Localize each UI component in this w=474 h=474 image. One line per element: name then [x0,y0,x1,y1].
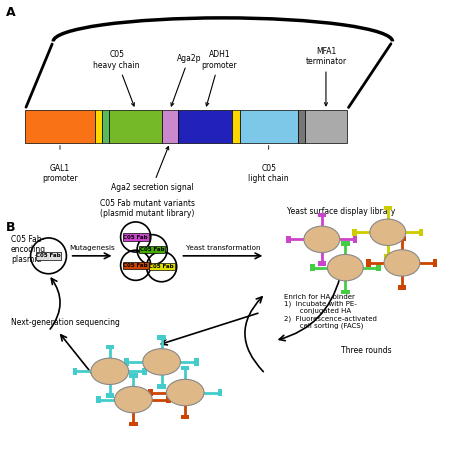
FancyBboxPatch shape [129,373,137,377]
FancyBboxPatch shape [318,213,326,217]
Text: Mutagenesis: Mutagenesis [70,245,115,251]
FancyBboxPatch shape [353,236,357,243]
FancyBboxPatch shape [232,110,240,143]
Text: C05 Fab: C05 Fab [149,264,174,269]
Text: Aga2 secretion signal: Aga2 secretion signal [111,146,193,192]
FancyBboxPatch shape [352,228,357,236]
Text: GAL1
promoter: GAL1 promoter [42,164,78,183]
FancyBboxPatch shape [383,206,392,210]
FancyBboxPatch shape [157,335,166,340]
FancyBboxPatch shape [109,110,162,143]
Text: C05
light chain: C05 light chain [248,164,289,183]
Text: Yeast surface display library: Yeast surface display library [287,207,395,216]
Text: MFA1
terminator: MFA1 terminator [305,47,346,106]
FancyBboxPatch shape [162,110,178,143]
Text: C05 Fab-
encoding
plasmid: C05 Fab- encoding plasmid [11,235,46,264]
FancyBboxPatch shape [433,259,438,267]
Ellipse shape [370,219,406,246]
FancyBboxPatch shape [129,422,137,426]
FancyBboxPatch shape [341,241,350,246]
FancyBboxPatch shape [123,233,149,241]
FancyBboxPatch shape [240,110,298,143]
Text: Next-generation sequencing: Next-generation sequencing [11,318,120,327]
FancyBboxPatch shape [166,396,171,403]
Text: A: A [6,6,16,19]
Ellipse shape [143,349,181,375]
FancyBboxPatch shape [419,228,423,236]
FancyBboxPatch shape [218,389,222,396]
FancyBboxPatch shape [383,255,392,259]
FancyBboxPatch shape [139,246,165,254]
FancyBboxPatch shape [102,110,109,143]
FancyBboxPatch shape [298,110,305,143]
Text: C05
heavy chain: C05 heavy chain [93,50,140,106]
FancyBboxPatch shape [194,358,199,365]
Ellipse shape [115,386,152,413]
FancyBboxPatch shape [149,263,174,271]
FancyBboxPatch shape [106,345,114,349]
Ellipse shape [384,250,420,276]
FancyBboxPatch shape [286,236,291,243]
FancyBboxPatch shape [148,389,153,396]
FancyBboxPatch shape [95,110,102,143]
FancyBboxPatch shape [305,110,347,143]
Text: B: B [6,220,16,234]
FancyBboxPatch shape [25,110,95,143]
FancyBboxPatch shape [73,367,77,375]
Ellipse shape [328,255,363,281]
Ellipse shape [166,379,204,406]
Ellipse shape [91,358,128,384]
Text: C05 Fab: C05 Fab [140,247,164,252]
FancyBboxPatch shape [318,261,326,266]
FancyBboxPatch shape [376,264,381,272]
FancyBboxPatch shape [366,259,371,267]
Text: Yeast transformation: Yeast transformation [186,245,260,251]
Text: C05 Fab mutant variants
(plasmid mutant library): C05 Fab mutant variants (plasmid mutant … [100,199,195,218]
Text: Enrich for HA binder
1)  Incubate with PE-
       conjugated HA
2)  Fluorescence: Enrich for HA binder 1) Incubate with PE… [284,293,377,329]
Text: C05 Fab: C05 Fab [123,263,148,268]
FancyBboxPatch shape [341,290,350,294]
Text: ADH1
promoter: ADH1 promoter [202,50,237,106]
Text: Three rounds: Three rounds [341,346,392,355]
FancyBboxPatch shape [181,366,190,371]
FancyBboxPatch shape [310,264,315,272]
FancyBboxPatch shape [178,110,232,143]
FancyBboxPatch shape [181,415,190,419]
FancyBboxPatch shape [398,236,406,241]
FancyBboxPatch shape [36,252,62,260]
Text: C05 Fab: C05 Fab [123,235,148,239]
FancyBboxPatch shape [123,262,149,269]
Text: Aga2p: Aga2p [171,54,201,106]
FancyBboxPatch shape [157,384,166,389]
FancyBboxPatch shape [96,396,101,403]
FancyBboxPatch shape [398,285,406,290]
FancyBboxPatch shape [124,358,129,365]
Text: C05 Fab: C05 Fab [36,253,61,258]
Ellipse shape [304,226,340,253]
FancyBboxPatch shape [142,367,147,375]
FancyBboxPatch shape [106,393,114,398]
